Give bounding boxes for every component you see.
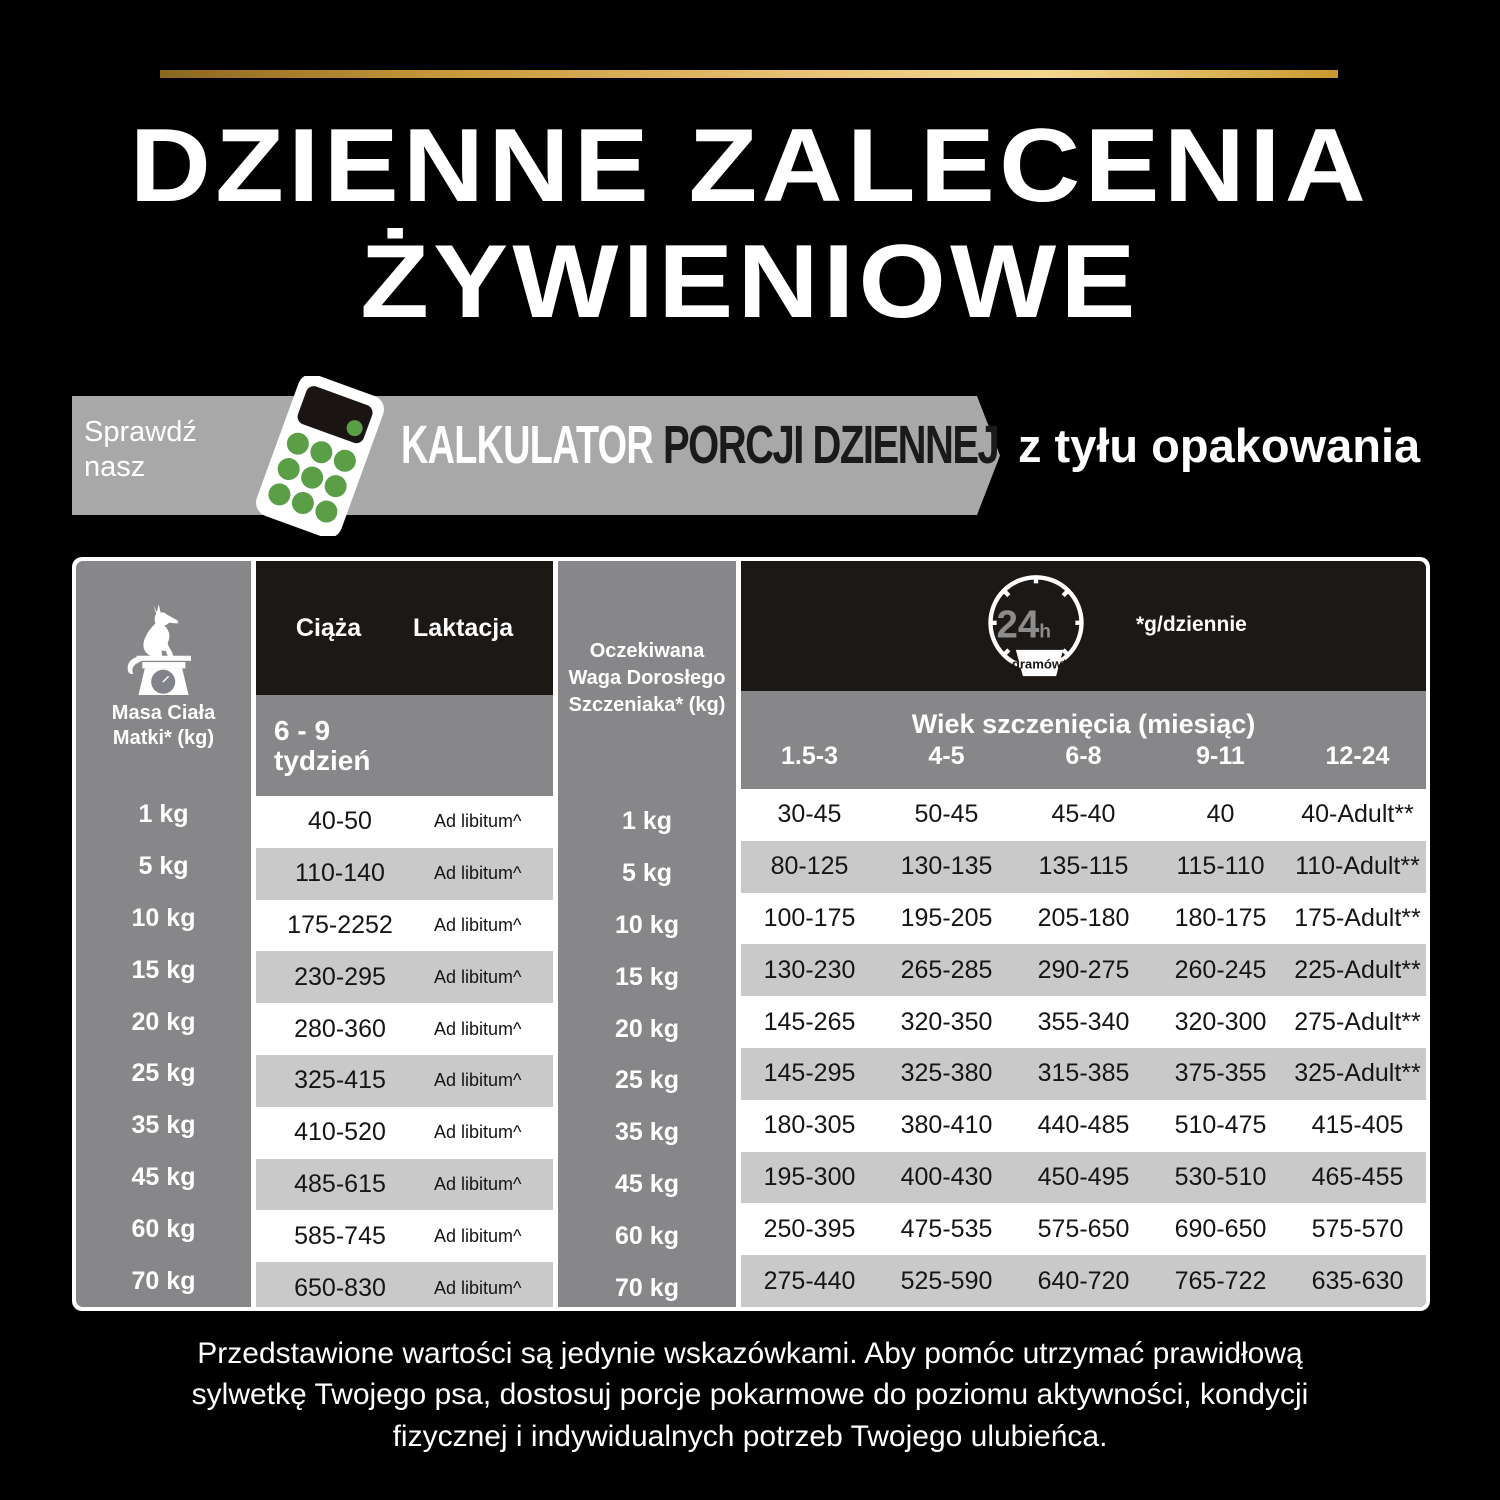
svg-text:gramów*: gramów* [1012, 656, 1068, 671]
svg-text:24h: 24h [996, 604, 1051, 647]
